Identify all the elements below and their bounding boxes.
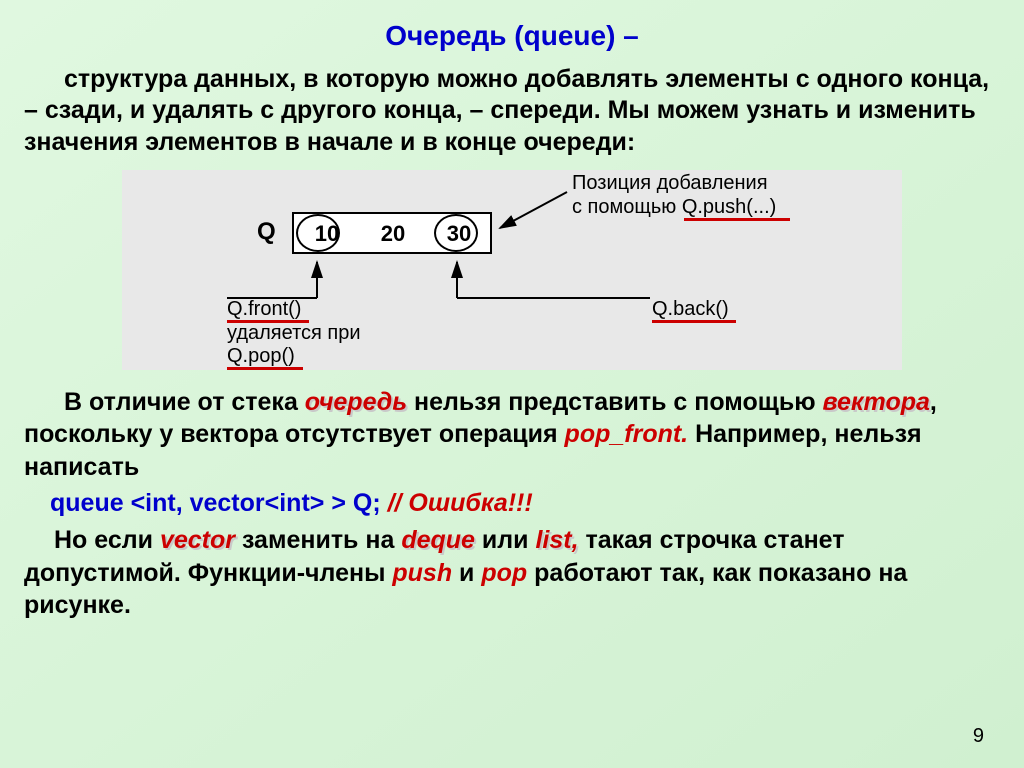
push-label-2: с помощью Q.push(...) [572,196,776,219]
push-underline [684,218,790,221]
queue-cell: 20 [360,214,426,252]
kw-list: list, [535,526,578,554]
p3-text: Но если [54,526,160,554]
back-underline [652,320,736,323]
kw-vector2: vector [160,526,235,554]
p3-text: заменить на [235,526,401,554]
p2-text: В отличие от стека [64,388,305,416]
p3-text: или [475,526,536,554]
kw-pop: pop [481,559,527,587]
paragraph-1: структура данных, в которую можно добавл… [0,52,1024,166]
kw-vector: вектора [823,388,930,416]
back-label: Q.back() [652,298,729,321]
push-label-1: Позиция добавления [572,172,768,195]
queue-var-label: Q [257,218,276,246]
page-number: 9 [973,725,984,748]
kw-deque: deque [401,526,475,554]
pop-label-2: Q.pop() [227,345,295,368]
slide-title: Очередь (queue) – [0,0,1024,52]
kw-popfront: pop_front. [565,420,689,448]
p3-text: и [452,559,481,587]
kw-queue: очередь [305,388,407,416]
code-comment: // Ошибка!!! [388,489,533,517]
front-circle [296,214,340,252]
p2-text: нельзя представить с помощью [407,388,822,416]
front-label: Q.front() [227,298,301,321]
queue-diagram: Q 10 20 30 Позиция добавления с помощью … [122,170,902,370]
kw-push: push [392,559,452,587]
pop-underline [227,367,303,370]
code-text: queue <int, vector<int> > Q; [50,489,388,517]
paragraph-3: Но если vector заменить на deque или lis… [0,520,1024,626]
pop-label-1: удаляется при [227,322,361,345]
back-circle [434,214,478,252]
paragraph-2: В отличие от стека очередь нельзя предст… [0,378,1024,488]
code-example: queue <int, vector<int> > Q; // Ошибка!!… [0,487,1024,520]
